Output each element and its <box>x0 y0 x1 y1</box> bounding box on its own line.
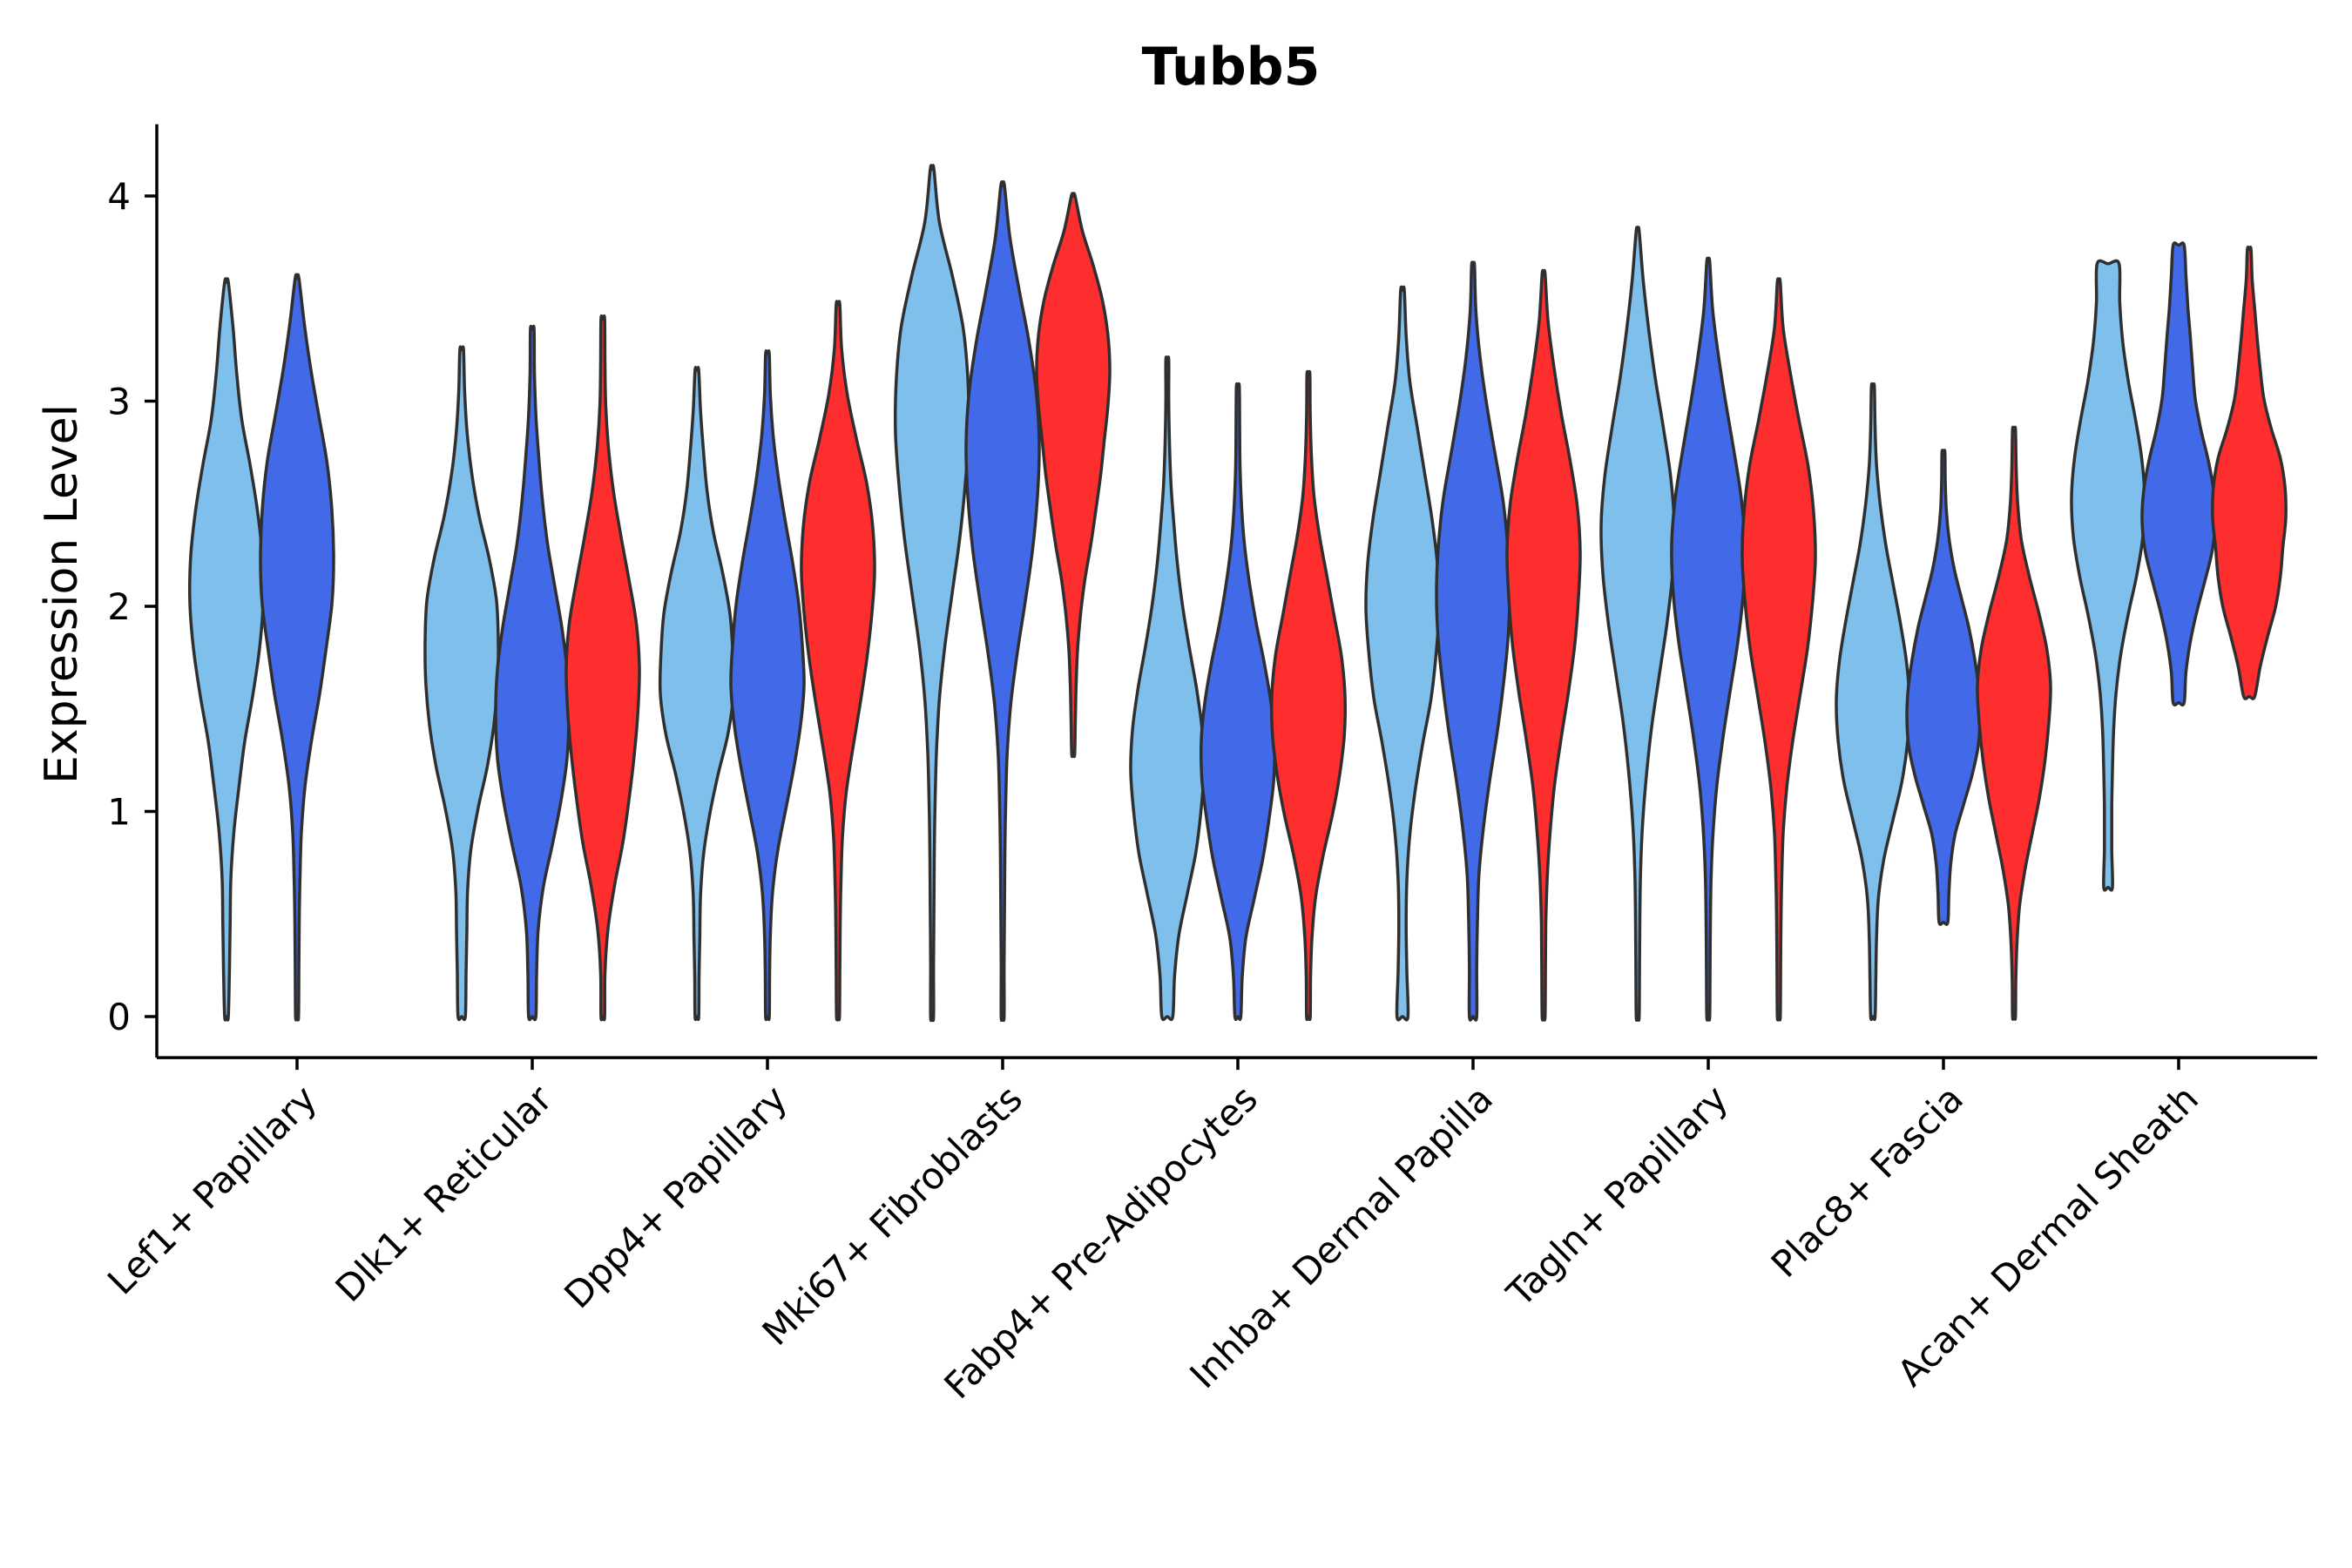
violin-2-2 <box>800 300 876 1022</box>
chart-title: Tubb5 <box>1142 37 1321 98</box>
violin-3-2 <box>1035 192 1112 759</box>
violin-0-0 <box>187 277 266 1022</box>
violin-5-1 <box>1435 260 1511 1022</box>
violin-7-0 <box>1835 382 1911 1022</box>
violin-1-2 <box>564 314 641 1022</box>
violin-8-1 <box>2140 241 2217 706</box>
violin-layer <box>187 164 2288 1023</box>
violin-3-1 <box>964 180 1041 1023</box>
violin-6-0 <box>1599 226 1676 1022</box>
violin-6-2 <box>1740 277 1817 1022</box>
x-tick-label: Mki67+ Fibroblasts <box>754 1078 1031 1354</box>
x-tick-label: Lef1+ Papillary <box>99 1078 325 1303</box>
violin-8-0 <box>2070 259 2146 892</box>
x-tick-label: Tagln+ Papillary <box>1498 1078 1736 1315</box>
violin-0-1 <box>259 273 335 1022</box>
violin-4-2 <box>1269 369 1348 1022</box>
y-tick-label: 0 <box>107 996 131 1038</box>
violin-1-1 <box>494 324 571 1022</box>
violin-2-1 <box>729 349 806 1022</box>
violin-5-2 <box>1505 268 1582 1022</box>
y-axis-label: Expression Level <box>36 404 88 784</box>
y-tick-label: 4 <box>107 175 131 218</box>
violin-5-0 <box>1364 285 1441 1022</box>
violin-4-1 <box>1199 382 1277 1022</box>
violin-3-0 <box>893 164 971 1023</box>
y-tick-label: 2 <box>107 585 131 628</box>
violin-8-2 <box>2211 245 2288 700</box>
y-tick-label: 3 <box>107 381 131 423</box>
x-tick-label: Plac8+ Fascia <box>1763 1078 1971 1286</box>
violin-7-2 <box>1976 425 2052 1021</box>
x-tick-label: Dpp4+ Papillary <box>556 1078 795 1317</box>
violin-4-0 <box>1129 355 1206 1022</box>
violin-7-1 <box>1905 449 1982 926</box>
x-tick-label: Dlk1+ Reticular <box>328 1077 561 1310</box>
violin-2-0 <box>658 366 736 1022</box>
violin-1-0 <box>423 345 500 1022</box>
y-tick-label: 1 <box>107 791 131 834</box>
violin-6-1 <box>1670 256 1747 1022</box>
